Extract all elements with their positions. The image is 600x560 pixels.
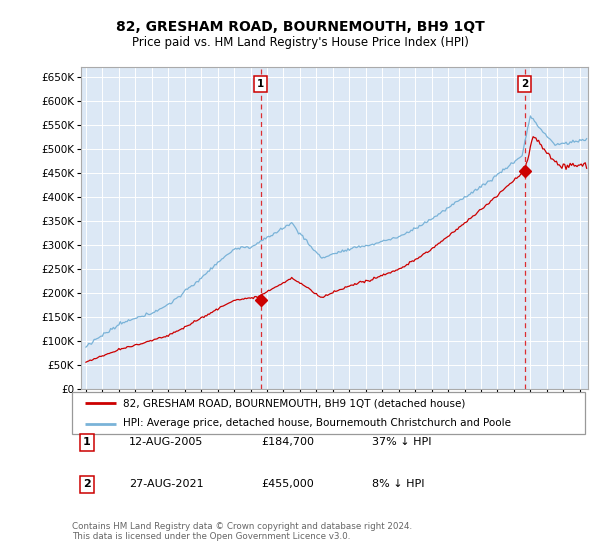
Text: 1: 1 bbox=[83, 437, 91, 447]
Text: 82, GRESHAM ROAD, BOURNEMOUTH, BH9 1QT (detached house): 82, GRESHAM ROAD, BOURNEMOUTH, BH9 1QT (… bbox=[124, 398, 466, 408]
Text: 82, GRESHAM ROAD, BOURNEMOUTH, BH9 1QT: 82, GRESHAM ROAD, BOURNEMOUTH, BH9 1QT bbox=[116, 20, 484, 34]
Text: 12-AUG-2005: 12-AUG-2005 bbox=[129, 437, 203, 447]
Text: 8% ↓ HPI: 8% ↓ HPI bbox=[372, 479, 425, 489]
Text: 27-AUG-2021: 27-AUG-2021 bbox=[129, 479, 203, 489]
Text: HPI: Average price, detached house, Bournemouth Christchurch and Poole: HPI: Average price, detached house, Bour… bbox=[124, 418, 511, 428]
Text: 2: 2 bbox=[521, 79, 528, 89]
Text: 2: 2 bbox=[83, 479, 91, 489]
FancyBboxPatch shape bbox=[72, 392, 585, 434]
Text: £455,000: £455,000 bbox=[261, 479, 314, 489]
Text: Contains HM Land Registry data © Crown copyright and database right 2024.
This d: Contains HM Land Registry data © Crown c… bbox=[72, 522, 412, 542]
Text: £184,700: £184,700 bbox=[261, 437, 314, 447]
Text: Price paid vs. HM Land Registry's House Price Index (HPI): Price paid vs. HM Land Registry's House … bbox=[131, 36, 469, 49]
Text: 1: 1 bbox=[257, 79, 265, 89]
Text: 37% ↓ HPI: 37% ↓ HPI bbox=[372, 437, 431, 447]
